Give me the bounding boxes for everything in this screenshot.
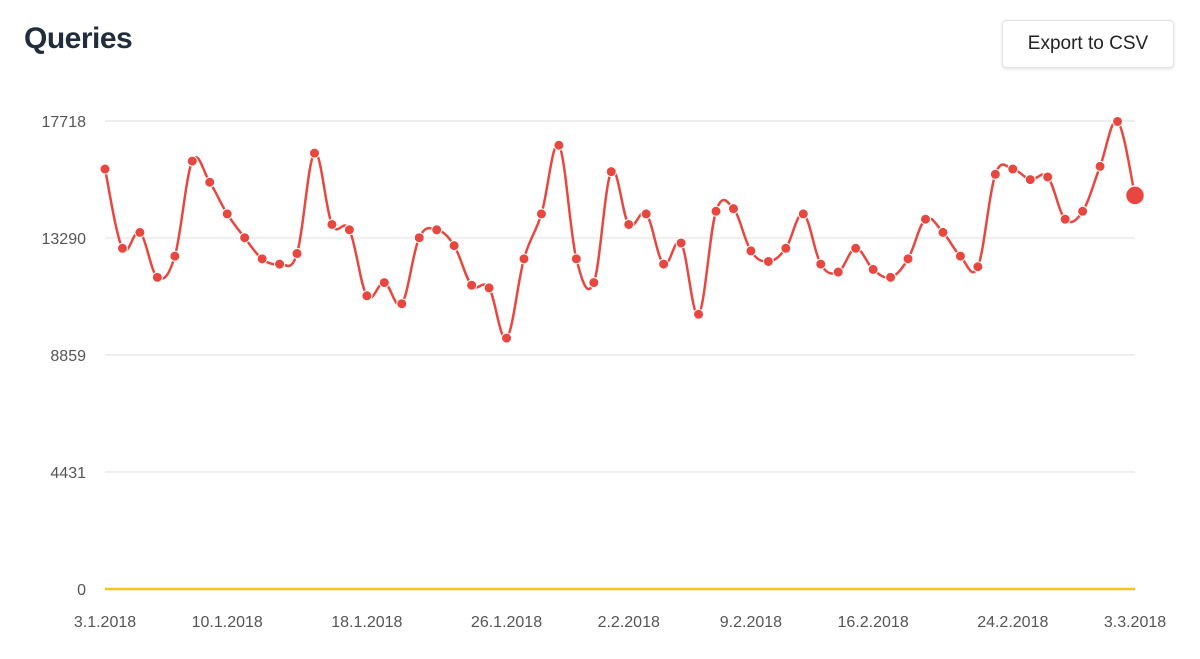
data-point[interactable]	[815, 258, 827, 270]
y-tick-label: 0	[77, 582, 86, 599]
data-point[interactable]	[710, 205, 722, 217]
data-point[interactable]	[134, 226, 146, 238]
data-point[interactable]	[448, 240, 460, 252]
data-point[interactable]	[151, 271, 163, 283]
x-tick-label: 10.1.2018	[192, 614, 263, 631]
data-point[interactable]	[186, 155, 198, 167]
data-point[interactable]	[972, 261, 984, 273]
data-point[interactable]	[920, 213, 932, 225]
series-line	[103, 119, 1137, 340]
data-point[interactable]	[797, 208, 809, 220]
data-point[interactable]	[221, 208, 233, 220]
data-point[interactable]	[867, 263, 879, 275]
data-point[interactable]	[291, 248, 303, 260]
data-point[interactable]	[605, 166, 617, 178]
x-tick-label: 26.1.2018	[471, 614, 542, 631]
data-point[interactable]	[466, 279, 478, 291]
data-point[interactable]	[745, 245, 757, 257]
chart-grid	[105, 120, 1135, 591]
x-tick-label: 3.1.2018	[74, 614, 136, 631]
data-point[interactable]	[1077, 205, 1089, 217]
data-point[interactable]	[902, 253, 914, 265]
data-point-active[interactable]	[1124, 185, 1146, 206]
data-point[interactable]	[204, 176, 216, 188]
data-point[interactable]	[483, 282, 495, 294]
data-point[interactable]	[1059, 213, 1071, 225]
data-point[interactable]	[343, 224, 355, 236]
x-tick-label: 16.2.2018	[838, 614, 909, 631]
data-point[interactable]	[535, 208, 547, 220]
data-point[interactable]	[431, 224, 443, 236]
data-point[interactable]	[169, 250, 181, 262]
data-point[interactable]	[658, 258, 670, 270]
data-point[interactable]	[588, 277, 600, 289]
chart-series	[99, 115, 1146, 344]
data-point[interactable]	[553, 139, 565, 151]
data-point[interactable]	[780, 242, 792, 254]
data-point[interactable]	[501, 332, 513, 344]
data-point[interactable]	[623, 218, 635, 230]
data-point[interactable]	[1024, 174, 1036, 186]
x-tick-label: 2.2.2018	[598, 614, 660, 631]
data-point[interactable]	[850, 242, 862, 254]
data-point[interactable]	[954, 250, 966, 262]
data-point[interactable]	[239, 232, 251, 244]
x-tick-label: 24.2.2018	[977, 614, 1048, 631]
data-point[interactable]	[937, 226, 949, 238]
data-point[interactable]	[361, 290, 373, 302]
data-point[interactable]	[116, 242, 128, 254]
y-axis-ticks: 0 4431 8859 13290 17718	[42, 114, 87, 599]
data-point[interactable]	[1112, 115, 1124, 127]
data-point[interactable]	[518, 253, 530, 265]
data-point[interactable]	[675, 237, 687, 249]
data-point[interactable]	[274, 258, 286, 270]
data-point[interactable]	[396, 298, 408, 310]
data-point[interactable]	[762, 255, 774, 267]
x-tick-label: 3.3.2018	[1104, 614, 1166, 631]
data-point[interactable]	[989, 168, 1001, 180]
data-point[interactable]	[1042, 171, 1054, 183]
data-point[interactable]	[256, 253, 268, 265]
data-point[interactable]	[413, 232, 425, 244]
data-point[interactable]	[326, 218, 338, 230]
x-tick-label: 9.2.2018	[720, 614, 782, 631]
export-csv-button[interactable]: Export to CSV	[1002, 20, 1174, 68]
data-point[interactable]	[99, 163, 111, 175]
data-point[interactable]	[727, 203, 739, 215]
data-point[interactable]	[693, 308, 705, 320]
y-tick-label: 13290	[42, 231, 87, 248]
data-point[interactable]	[885, 271, 897, 283]
x-tick-label: 18.1.2018	[331, 614, 402, 631]
data-point[interactable]	[570, 253, 582, 265]
data-point[interactable]	[308, 147, 320, 159]
x-axis-ticks: 3.1.2018 10.1.2018 18.1.2018 26.1.2018 2.2.2…	[74, 614, 1166, 631]
page-title: Queries	[24, 22, 133, 55]
data-point[interactable]	[1007, 163, 1019, 175]
y-tick-label: 4431	[50, 465, 86, 482]
data-point[interactable]	[640, 208, 652, 220]
y-tick-label: 17718	[42, 114, 87, 131]
data-point[interactable]	[832, 266, 844, 278]
data-point[interactable]	[1094, 160, 1106, 172]
data-point[interactable]	[378, 277, 390, 289]
y-tick-label: 8859	[50, 348, 86, 365]
